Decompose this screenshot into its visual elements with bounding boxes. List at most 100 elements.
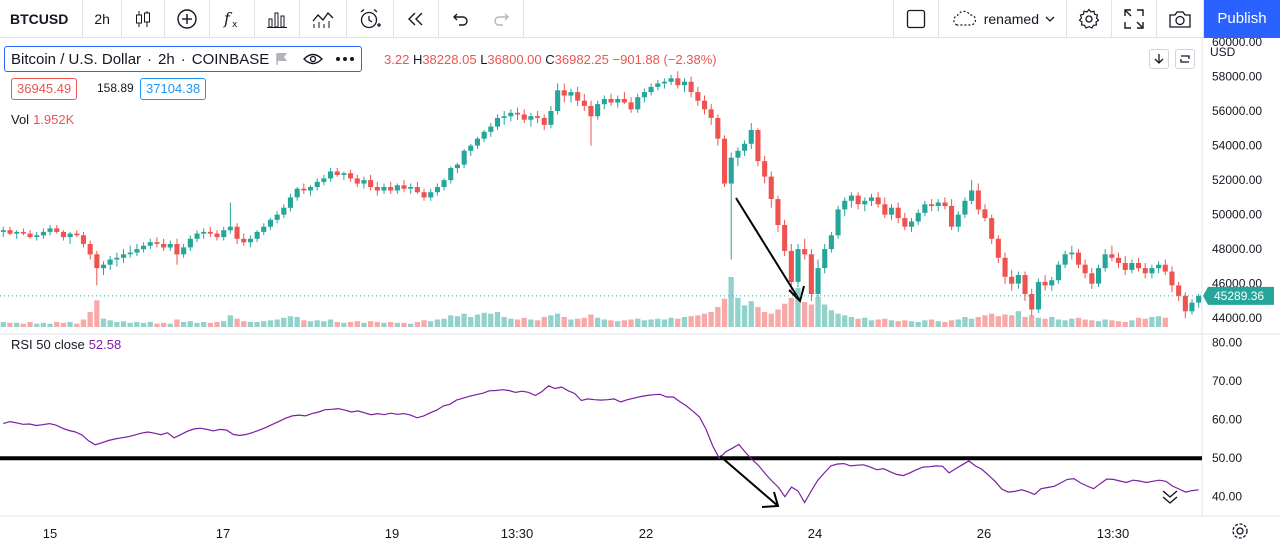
redo-button[interactable]	[481, 0, 524, 38]
candle-body	[267, 219, 273, 227]
change-value: −901.88 (−2.38%)	[612, 52, 717, 67]
volume-bar	[862, 317, 868, 327]
candle-body	[982, 209, 988, 218]
candle-body	[1089, 273, 1095, 284]
volume-bar	[1002, 314, 1008, 327]
volume-bar	[441, 318, 447, 327]
candle-body	[848, 195, 854, 201]
volume-bar	[1022, 317, 1028, 327]
volume-bar	[107, 320, 113, 327]
financials-button[interactable]	[255, 0, 300, 38]
gear-icon	[1236, 527, 1244, 535]
eye-icon[interactable]	[303, 52, 324, 66]
volume-bar	[27, 322, 33, 327]
candle-body	[261, 226, 267, 232]
candle-body	[715, 118, 721, 139]
candle-body	[341, 173, 347, 175]
layout-menu-button[interactable]: renamed	[939, 0, 1067, 38]
reset-chart-button[interactable]	[1175, 49, 1195, 69]
replay-button[interactable]	[394, 0, 439, 38]
volume-bar	[314, 320, 320, 327]
publish-button[interactable]: Publish	[1204, 0, 1280, 38]
square-icon	[906, 9, 925, 28]
candle-body	[588, 105, 594, 117]
sell-price[interactable]: 36945.49	[11, 78, 78, 100]
currency-label: USD	[1210, 45, 1236, 59]
buy-price[interactable]: 37104.38	[140, 78, 207, 100]
collapse-chevron-icon	[1162, 490, 1178, 498]
volume-bar	[267, 320, 274, 327]
candle-body	[501, 116, 507, 118]
volume-bar	[828, 310, 834, 327]
rsi-axis-label: 40.00	[1212, 490, 1242, 504]
volume-bar	[374, 322, 380, 327]
volume-bar	[1042, 318, 1048, 327]
chart-type-button[interactable]	[122, 0, 165, 38]
rsi-line	[3, 385, 1199, 504]
volume-bar	[281, 317, 287, 327]
chart-area[interactable]: 60000.00 58000.00 56000.00 54000.00 52000.00…	[0, 38, 1280, 546]
volume-bar	[20, 323, 26, 327]
candle-body	[1162, 264, 1168, 272]
candle-body	[201, 231, 207, 234]
candle-body	[628, 102, 634, 110]
plus-circle-icon	[177, 8, 197, 29]
candle-body	[1176, 285, 1182, 296]
volume-label: Vol	[11, 112, 30, 127]
volume-bar	[1062, 320, 1068, 327]
legend-separator: ·	[147, 50, 153, 68]
rsi-legend[interactable]: RSI 50 close 52.58	[11, 337, 121, 352]
volume-legend[interactable]: Vol 1.952K	[11, 112, 74, 127]
compare-button[interactable]	[165, 0, 210, 38]
volume-bar	[895, 321, 901, 327]
undo-button[interactable]	[439, 0, 481, 38]
volume-bar	[414, 322, 420, 327]
chart-settings-icon	[1232, 523, 1248, 539]
more-icon[interactable]	[335, 56, 355, 62]
candle-body	[328, 171, 334, 179]
volume-bar	[768, 313, 774, 327]
interval-button[interactable]: 2h	[83, 0, 122, 38]
volume-bar	[261, 321, 267, 327]
symbol-legend[interactable]: Bitcoin / U.S. Dollar · 2h · COINBASE	[4, 46, 363, 72]
candle-body	[862, 200, 868, 205]
rewind-icon	[407, 12, 423, 25]
volume-bar	[908, 321, 915, 327]
layout-name: renamed	[983, 10, 1039, 27]
volume-bar	[474, 314, 481, 327]
volume-bar	[882, 318, 888, 327]
alert-button[interactable]	[347, 0, 394, 38]
volume-bar	[915, 322, 921, 327]
candle-body	[648, 86, 654, 93]
camera-icon	[1169, 10, 1191, 28]
volume-bar	[194, 322, 200, 327]
candle-body	[461, 150, 467, 165]
volume-bar	[715, 307, 721, 327]
flag-icon[interactable]	[275, 52, 289, 66]
volume-bar	[67, 322, 73, 327]
candle-body	[241, 238, 247, 243]
volume-bar	[942, 322, 948, 327]
settings-button[interactable]	[1067, 0, 1112, 38]
templates-button[interactable]	[300, 0, 347, 38]
time-axis-label: 13:30	[501, 526, 534, 541]
volume-bar	[120, 321, 127, 327]
fullscreen-button[interactable]	[1112, 0, 1157, 38]
candle-body	[181, 247, 187, 255]
fullscreen-layout-button[interactable]	[892, 0, 939, 38]
snapshot-button[interactable]	[1157, 0, 1204, 38]
scroll-down-button[interactable]	[1149, 49, 1169, 69]
candle-body	[247, 238, 253, 243]
candle-body	[87, 244, 93, 255]
candle-body	[1189, 302, 1195, 312]
volume-bar	[7, 322, 13, 327]
candle-body	[47, 228, 53, 232]
volume-bar	[528, 319, 534, 327]
volume-bar	[822, 304, 828, 327]
candle-body	[361, 180, 367, 184]
candle-body	[414, 187, 420, 193]
symbol-search-button[interactable]: BTCUSD	[0, 0, 84, 38]
volume-bar	[902, 320, 908, 327]
candle-body	[287, 197, 293, 208]
